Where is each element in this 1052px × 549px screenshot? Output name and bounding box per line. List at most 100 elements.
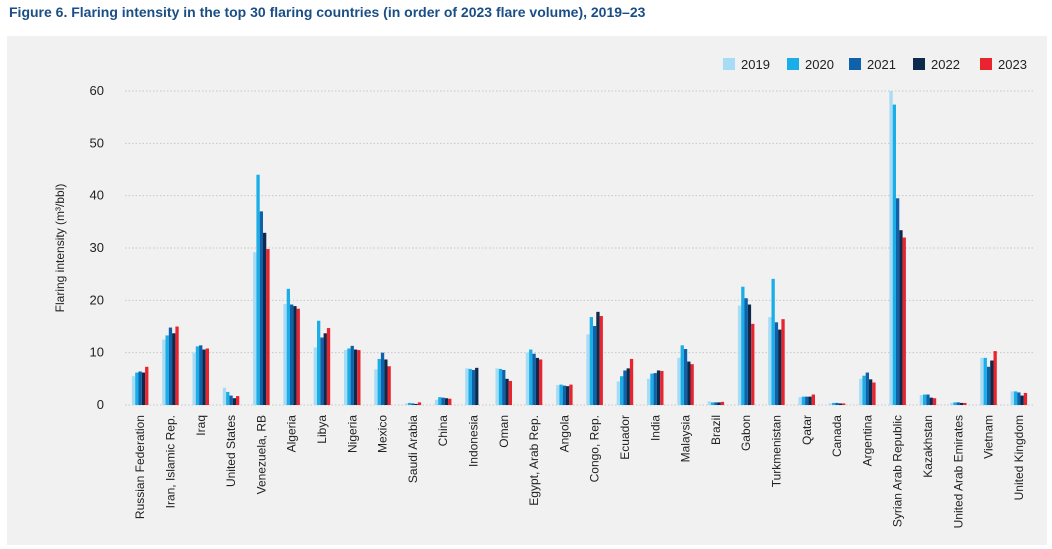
- category-label: Brazil: [709, 415, 723, 445]
- category-label: Saudi Arabia: [406, 415, 420, 483]
- bar: [896, 198, 900, 405]
- bar: [407, 402, 412, 405]
- bar: [145, 366, 149, 405]
- category-label: Qatar: [800, 415, 814, 445]
- bar: [347, 348, 351, 405]
- bar: [283, 304, 287, 405]
- bar: [983, 357, 987, 405]
- y-tick-label: 50: [90, 135, 104, 150]
- bar: [525, 352, 530, 405]
- bar: [677, 357, 681, 405]
- legend-label: 2019: [741, 57, 770, 72]
- bar: [226, 391, 230, 405]
- bar: [653, 373, 657, 405]
- bar: [404, 403, 408, 405]
- bar: [162, 339, 166, 405]
- bar: [344, 350, 348, 405]
- bar: [771, 278, 775, 405]
- bar: [620, 376, 624, 405]
- bar: [838, 403, 842, 405]
- bar: [168, 327, 173, 405]
- legend-swatch: [787, 58, 799, 70]
- bar: [956, 402, 960, 405]
- bar: [317, 320, 321, 405]
- bar: [502, 369, 506, 405]
- bar: [707, 401, 711, 405]
- bar: [508, 380, 512, 405]
- category-label: Syrian Arab Republic: [891, 415, 905, 527]
- bar: [414, 403, 418, 405]
- bar: [465, 368, 469, 405]
- bar: [919, 395, 923, 405]
- legend-label: 2020: [805, 57, 834, 72]
- y-tick-label: 40: [90, 188, 104, 203]
- bar: [737, 305, 742, 405]
- bar: [263, 232, 267, 405]
- bar: [256, 174, 260, 405]
- category-label: Nigeria: [345, 415, 359, 453]
- bar: [656, 370, 661, 405]
- bar: [647, 378, 651, 405]
- bar: [293, 306, 297, 405]
- bar: [175, 326, 179, 405]
- bar: [357, 350, 361, 405]
- category-label: Malaysia: [679, 415, 693, 463]
- bar: [205, 348, 209, 405]
- bar: [199, 345, 203, 405]
- bar: [747, 304, 752, 405]
- bar: [616, 381, 620, 405]
- bar: [539, 359, 543, 405]
- bar: [680, 345, 684, 405]
- bar: [596, 311, 600, 405]
- bar: [1013, 391, 1018, 405]
- bar: [259, 211, 263, 405]
- bar: [532, 353, 536, 405]
- bar: [387, 366, 391, 405]
- bar: [717, 402, 721, 405]
- bar: [131, 376, 136, 405]
- bar: [744, 298, 748, 405]
- bar: [811, 394, 815, 405]
- bar: [192, 352, 196, 405]
- bar: [710, 402, 715, 405]
- y-axis-label: Flaring intensity (m³/bbl): [53, 184, 67, 313]
- category-label: Vietnam: [982, 415, 996, 459]
- bar: [323, 333, 327, 405]
- bar: [586, 334, 590, 405]
- bar: [353, 349, 358, 405]
- category-label: Canada: [830, 415, 844, 457]
- bar: [229, 395, 233, 405]
- bar: [660, 370, 664, 405]
- chart-panel: 0 10 20 30 40 50 60 Russian Federation Iran, Is…: [7, 36, 1047, 545]
- bar: [832, 402, 836, 405]
- y-tick-label: 30: [90, 240, 104, 255]
- bar: [444, 398, 449, 405]
- bar: [377, 358, 381, 405]
- bar: [589, 317, 593, 405]
- bar: [959, 402, 964, 405]
- bar: [932, 398, 937, 405]
- category-label: Angola: [557, 415, 571, 453]
- bar: [926, 394, 930, 405]
- category-label: Egypt, Arab Rep.: [527, 415, 541, 506]
- bar: [781, 319, 785, 405]
- category-label: Kazakhstan: [921, 415, 935, 478]
- bar: [529, 349, 533, 405]
- legend-label: 2023: [998, 57, 1027, 72]
- category-label: Turkmenistan: [769, 415, 783, 487]
- bar: [417, 402, 422, 405]
- category-label: Iraq: [194, 415, 208, 436]
- bar: [902, 237, 906, 405]
- bar: [862, 375, 866, 405]
- legend-swatch: [980, 58, 992, 70]
- bar: [778, 329, 782, 405]
- category-label: Venezuela, RB: [254, 415, 268, 494]
- bar: [374, 369, 378, 405]
- x-categories: Russian Federation Iran, Islamic Rep. Iraq…: [133, 415, 1026, 529]
- bar: [593, 325, 597, 405]
- bar: [384, 359, 388, 405]
- y-tick-label: 20: [90, 292, 104, 307]
- category-label: United States: [224, 415, 238, 487]
- bar: [626, 368, 630, 405]
- bar: [556, 385, 560, 405]
